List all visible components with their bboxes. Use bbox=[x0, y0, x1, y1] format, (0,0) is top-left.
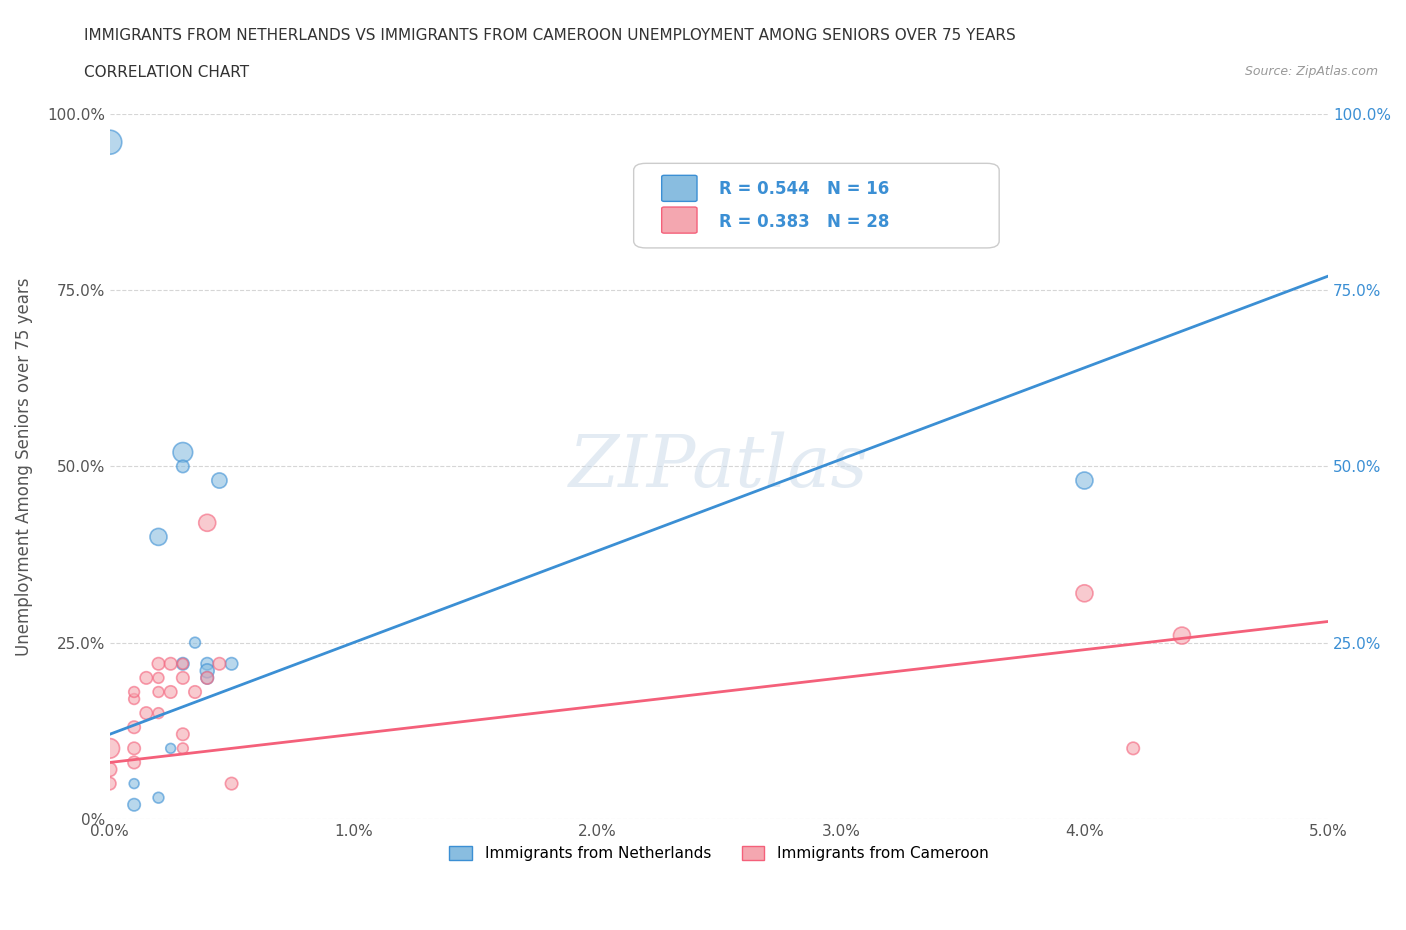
Legend: Immigrants from Netherlands, Immigrants from Cameroon: Immigrants from Netherlands, Immigrants … bbox=[443, 841, 994, 868]
Text: R = 0.544   N = 16: R = 0.544 N = 16 bbox=[718, 180, 889, 198]
Point bbox=[195, 663, 218, 678]
Point bbox=[172, 445, 194, 459]
Point bbox=[172, 657, 194, 671]
Point bbox=[1073, 586, 1095, 601]
Point bbox=[98, 741, 121, 756]
Point bbox=[148, 790, 170, 805]
Point bbox=[122, 741, 145, 756]
Point bbox=[122, 684, 145, 699]
Point bbox=[195, 671, 218, 685]
Point bbox=[195, 671, 218, 685]
Point bbox=[148, 657, 170, 671]
Point bbox=[135, 671, 157, 685]
Point bbox=[148, 671, 170, 685]
FancyBboxPatch shape bbox=[662, 207, 697, 233]
Point bbox=[122, 720, 145, 735]
Point bbox=[159, 684, 181, 699]
Point bbox=[98, 777, 121, 791]
Text: CORRELATION CHART: CORRELATION CHART bbox=[84, 65, 249, 80]
Point bbox=[122, 692, 145, 707]
Point bbox=[208, 657, 231, 671]
Point bbox=[1073, 473, 1095, 488]
Point bbox=[98, 762, 121, 777]
Point bbox=[159, 741, 181, 756]
Point bbox=[195, 515, 218, 530]
Text: Source: ZipAtlas.com: Source: ZipAtlas.com bbox=[1244, 65, 1378, 78]
Point bbox=[221, 657, 243, 671]
Text: IMMIGRANTS FROM NETHERLANDS VS IMMIGRANTS FROM CAMEROON UNEMPLOYMENT AMONG SENIO: IMMIGRANTS FROM NETHERLANDS VS IMMIGRANT… bbox=[84, 28, 1017, 43]
Point bbox=[172, 657, 194, 671]
Point bbox=[159, 657, 181, 671]
Text: ZIPatlas: ZIPatlas bbox=[569, 432, 869, 501]
FancyBboxPatch shape bbox=[634, 164, 1000, 248]
Point bbox=[1122, 741, 1144, 756]
Point bbox=[122, 755, 145, 770]
Point bbox=[221, 777, 243, 791]
Point bbox=[208, 473, 231, 488]
Point bbox=[1171, 628, 1194, 643]
Point bbox=[148, 706, 170, 721]
Point bbox=[172, 671, 194, 685]
Text: R = 0.383   N = 28: R = 0.383 N = 28 bbox=[718, 213, 890, 231]
Point bbox=[122, 797, 145, 812]
Point bbox=[148, 529, 170, 544]
Point bbox=[172, 741, 194, 756]
FancyBboxPatch shape bbox=[662, 176, 697, 202]
Point bbox=[195, 657, 218, 671]
Point bbox=[172, 459, 194, 474]
Point bbox=[98, 135, 121, 150]
Point bbox=[172, 727, 194, 742]
Point bbox=[122, 777, 145, 791]
Point bbox=[135, 706, 157, 721]
Point bbox=[184, 635, 207, 650]
Y-axis label: Unemployment Among Seniors over 75 years: Unemployment Among Seniors over 75 years bbox=[15, 277, 32, 656]
Point bbox=[184, 684, 207, 699]
Point bbox=[148, 684, 170, 699]
